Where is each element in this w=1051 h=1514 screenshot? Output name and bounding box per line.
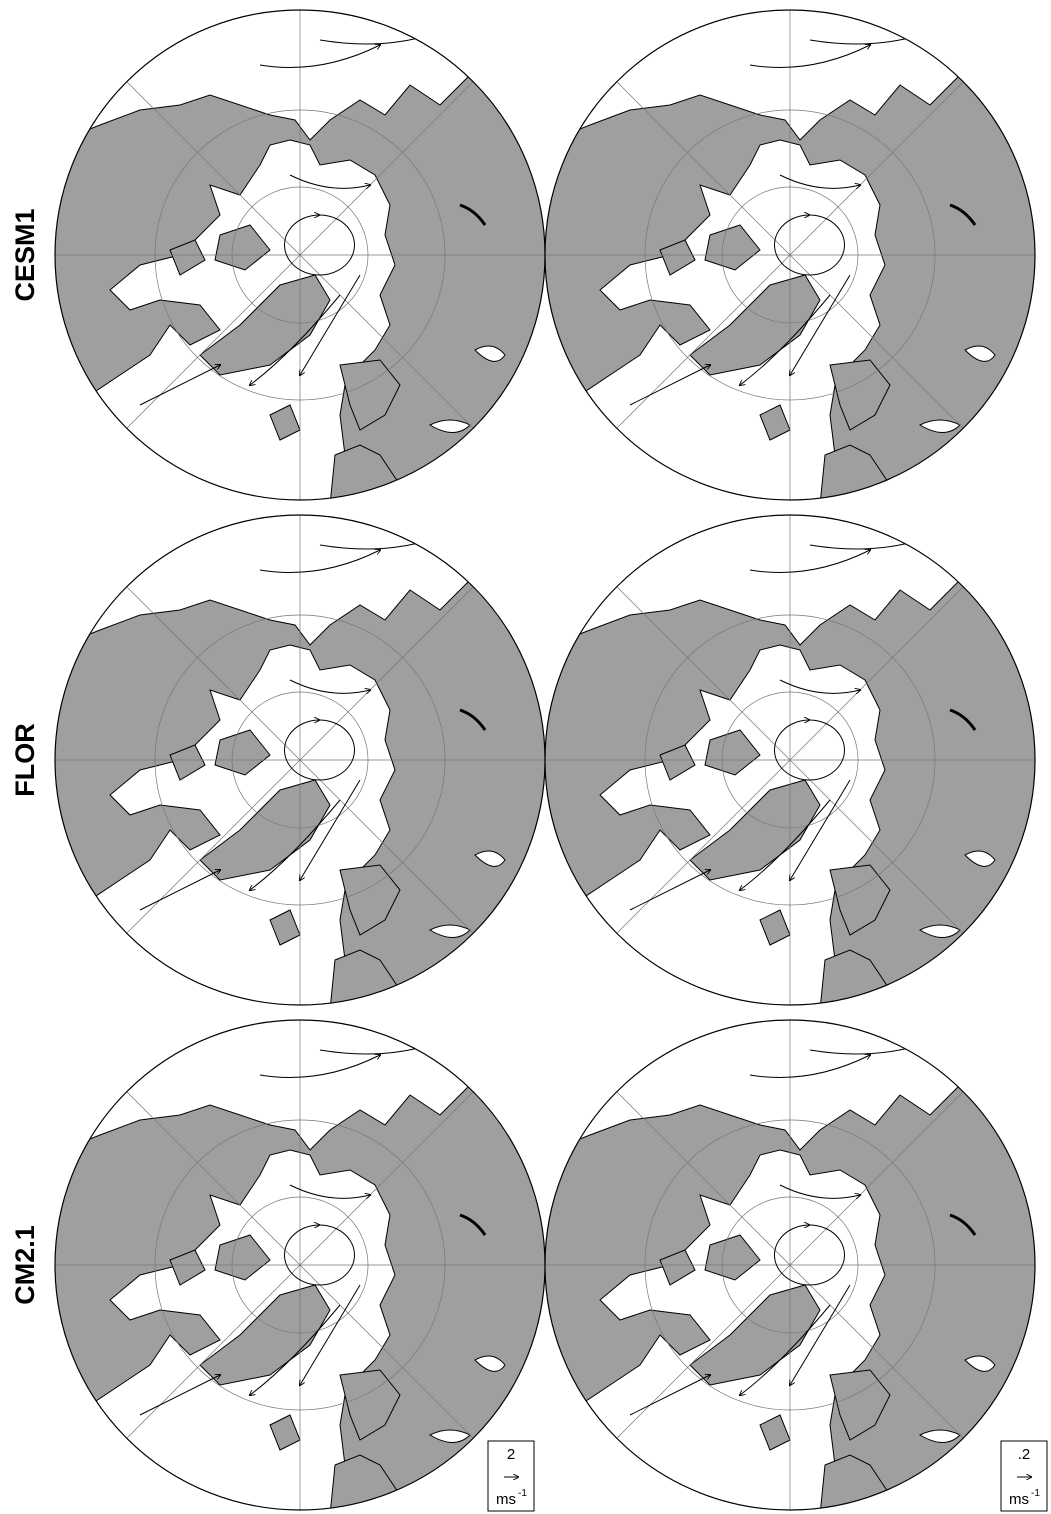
key-value: .2	[1018, 1446, 1031, 1463]
polar-map	[50, 5, 550, 505]
key-unit: ms	[496, 1491, 516, 1508]
vector-key: 2 ms-1	[488, 1441, 534, 1511]
key-unit: ms	[1009, 1491, 1029, 1508]
key-exponent: -1	[518, 1488, 527, 1499]
polar-map	[540, 1015, 1040, 1514]
vector-key: .2 ms-1	[1001, 1441, 1047, 1511]
polar-map	[540, 510, 1040, 1010]
key-value: 2	[507, 1446, 515, 1463]
polar-map	[540, 5, 1040, 505]
row-label: FLOR	[10, 723, 40, 797]
polar-map	[50, 510, 550, 1010]
row-label: CESM1	[10, 208, 40, 301]
figure: CESM1FLORCM2.12ms-1.2ms-1	[0, 0, 1051, 1514]
key-exponent: -1	[1031, 1488, 1040, 1499]
row-label: CM2.1	[10, 1225, 40, 1305]
polar-map	[50, 1015, 550, 1514]
